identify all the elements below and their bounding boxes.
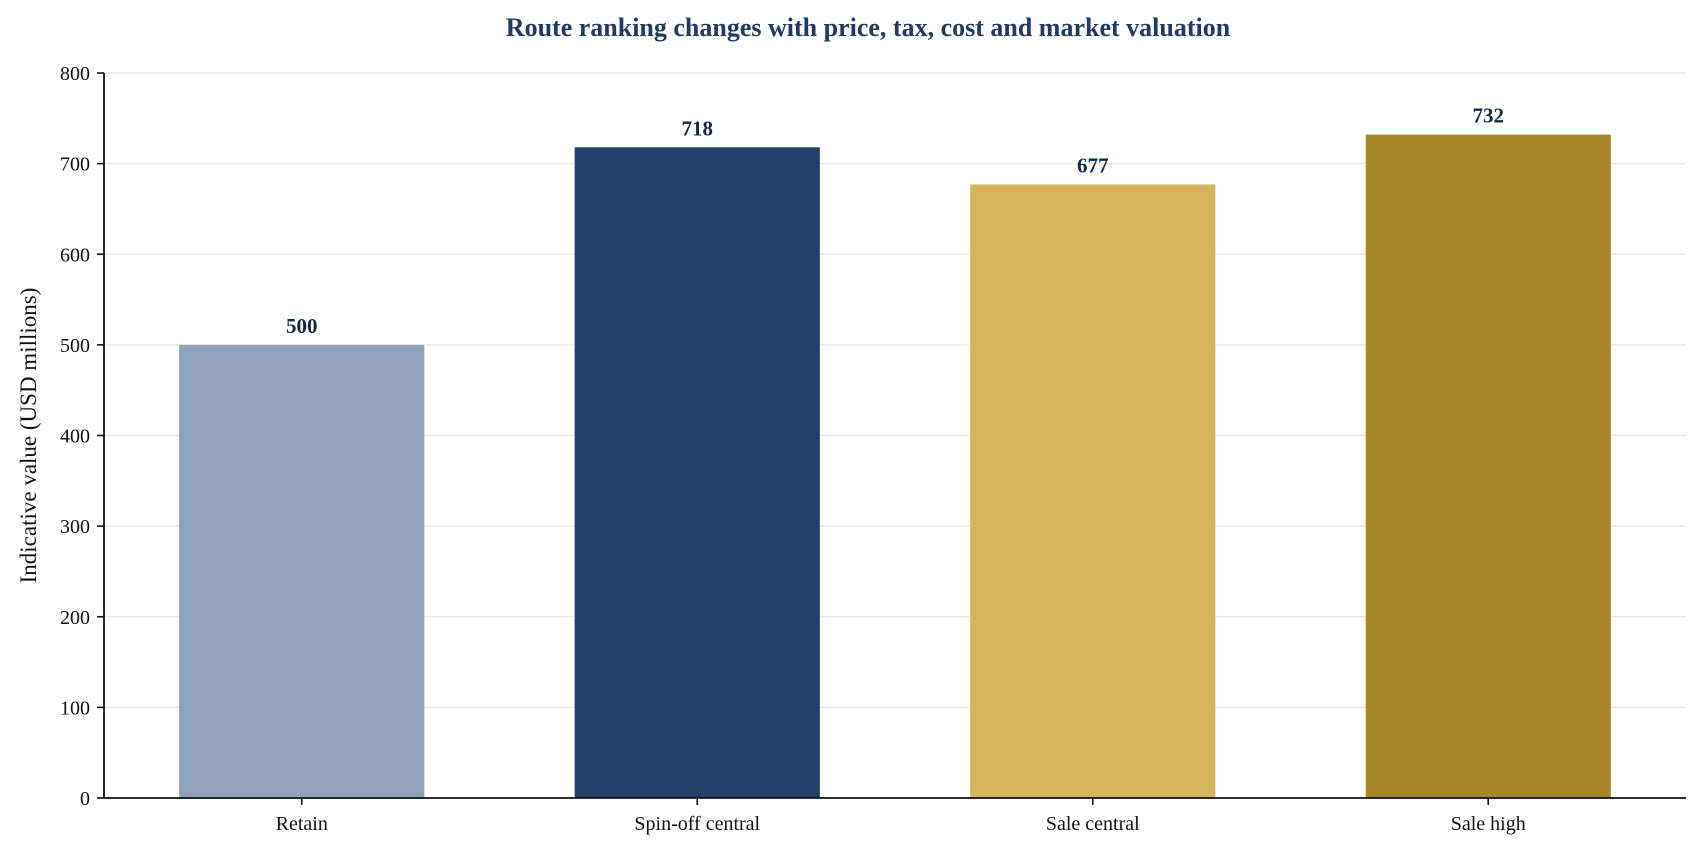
bar-3 — [1365, 134, 1611, 798]
y-tick-label-700: 700 — [60, 154, 90, 176]
y-tick-label-400: 400 — [60, 426, 90, 448]
bar-0 — [179, 344, 425, 798]
value-label-3: 732 — [1473, 104, 1505, 128]
y-tick-label-800: 800 — [60, 63, 90, 85]
y-tick-label-200: 200 — [60, 607, 90, 629]
x-tick-label-2: Sale central — [1046, 813, 1140, 835]
y-tick-label-600: 600 — [60, 244, 90, 266]
y-axis-ticks: 0 100 200 300 400 500 600 700 800 — [60, 63, 104, 810]
value-label-0: 500 — [286, 314, 318, 338]
y-axis-label: Indicative value (USD millions) — [16, 288, 41, 584]
y-tick-label-300: 300 — [60, 516, 90, 538]
bar-1 — [574, 147, 820, 798]
value-labels: 500 718 677 732 — [286, 104, 1504, 338]
y-tick-label-100: 100 — [60, 697, 90, 719]
y-tick-label-500: 500 — [60, 335, 90, 357]
bar-2 — [970, 184, 1216, 798]
x-tick-label-3: Sale high — [1451, 813, 1526, 835]
chart-title: Route ranking changes with price, tax, c… — [506, 13, 1231, 42]
value-label-2: 677 — [1077, 153, 1109, 177]
y-tick-label-0: 0 — [80, 788, 90, 810]
x-tick-label-1: Spin-off central — [634, 813, 760, 835]
bars — [179, 134, 1611, 798]
x-axis-ticks: Retain Spin-off central Sale central Sale h… — [276, 798, 1526, 835]
x-tick-label-0: Retain — [276, 813, 328, 835]
value-label-1: 718 — [682, 116, 714, 140]
